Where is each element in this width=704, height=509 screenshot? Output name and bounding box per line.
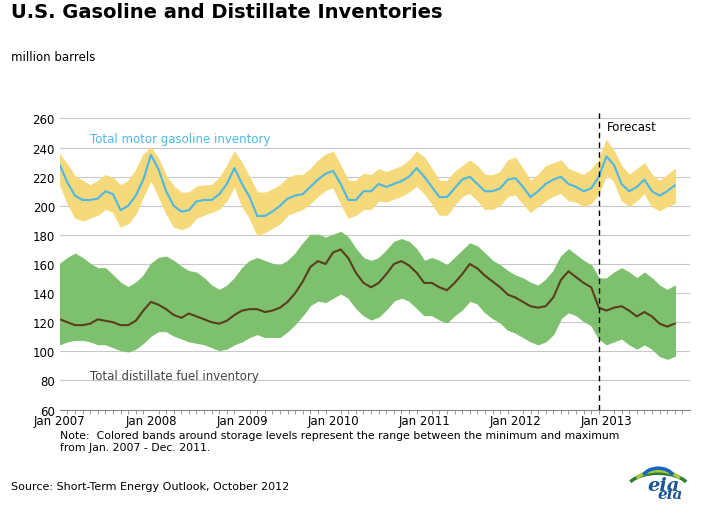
Text: eia: eia	[657, 488, 683, 501]
Text: Source: Short-Term Energy Outlook, October 2012: Source: Short-Term Energy Outlook, Octob…	[11, 481, 289, 491]
Text: Note:  Colored bands around storage levels represent the range between the minim: Note: Colored bands around storage level…	[60, 430, 620, 451]
Text: million barrels: million barrels	[11, 51, 95, 64]
Text: Forecast: Forecast	[606, 121, 656, 134]
Text: Total motor gasoline inventory: Total motor gasoline inventory	[90, 132, 271, 145]
Text: U.S. Gasoline and Distillate Inventories: U.S. Gasoline and Distillate Inventories	[11, 3, 442, 21]
Text: Total distillate fuel inventory: Total distillate fuel inventory	[90, 369, 259, 382]
Text: eia: eia	[647, 476, 679, 494]
